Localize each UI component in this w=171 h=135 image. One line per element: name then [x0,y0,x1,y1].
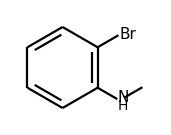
Text: N: N [118,90,129,105]
Text: Br: Br [120,27,136,42]
Text: H: H [118,99,128,113]
